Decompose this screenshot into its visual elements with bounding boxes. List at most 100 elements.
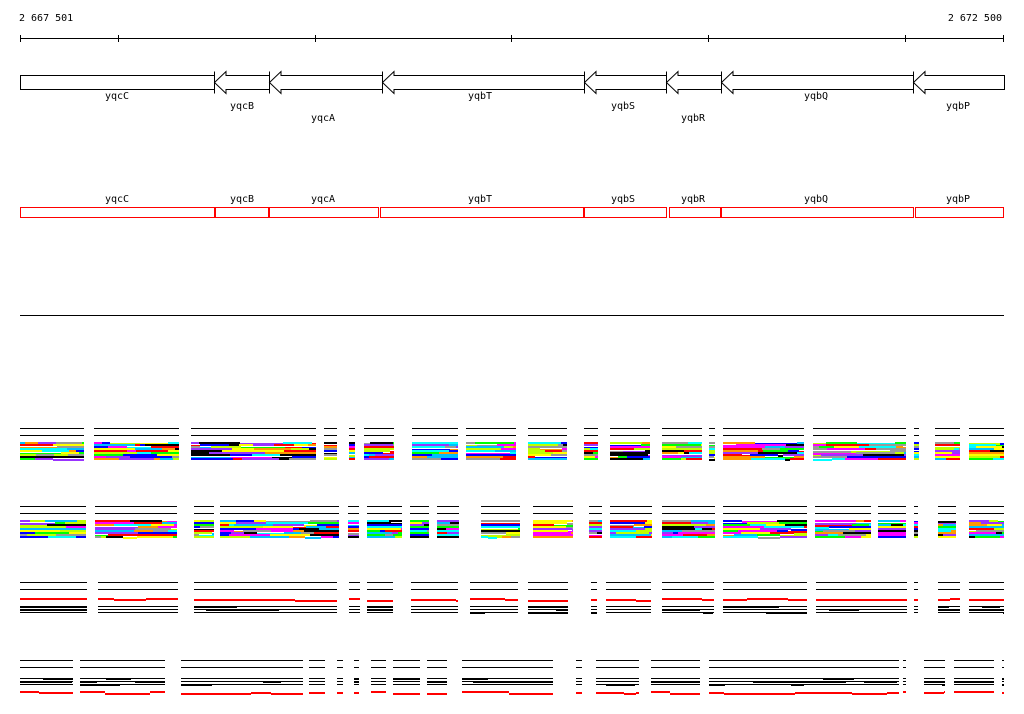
score-line-black — [662, 612, 703, 613]
annotation-label[interactable]: yqbT — [467, 194, 493, 205]
alignment-stripe — [389, 520, 402, 522]
alignment-stripe — [466, 442, 475, 444]
alignment-stripe — [589, 520, 598, 522]
score-line-black — [938, 609, 960, 611]
annotation-label[interactable]: yqcA — [310, 194, 336, 205]
score-line-black — [576, 678, 582, 679]
score-line-black — [393, 678, 420, 680]
alignment-stripe — [723, 536, 758, 538]
score-line-black — [176, 609, 178, 610]
score-line-black — [470, 609, 515, 610]
annotation-label[interactable]: yqbS — [610, 194, 636, 205]
alignment-stripe — [610, 458, 643, 460]
alignment-stripe — [561, 442, 567, 444]
alignment-stripe — [172, 456, 179, 458]
gene-label[interactable]: yqbT — [467, 91, 493, 102]
annotation-label[interactable]: yqbP — [945, 194, 971, 205]
alignment-stripe — [61, 452, 79, 454]
gene-label[interactable]: yqbQ — [803, 91, 829, 102]
alignment-stripe — [27, 534, 56, 536]
alignment-stripe — [584, 444, 598, 446]
alignment-stripe — [855, 530, 871, 532]
alignment-stripe — [723, 524, 750, 526]
alignment-stripe — [678, 532, 715, 534]
annotation-label[interactable]: yqbQ — [803, 194, 829, 205]
score-line-black — [737, 606, 779, 608]
alignment-stripe — [77, 520, 86, 522]
gene-label[interactable]: yqbP — [945, 101, 971, 112]
alignment-stripe — [412, 454, 432, 456]
alignment-stripe — [95, 530, 134, 532]
annotation-label[interactable]: yqbR — [680, 194, 706, 205]
gene-label[interactable]: yqcA — [310, 113, 336, 124]
alignment-stripe — [173, 458, 179, 460]
score-line-red — [788, 599, 807, 601]
alignment-stripe — [689, 452, 702, 454]
score-line-black — [48, 606, 87, 608]
alignment-stripe — [348, 526, 359, 528]
alignment-stripe — [938, 536, 956, 538]
alignment-stripe — [410, 522, 422, 524]
alignment-stripe — [175, 448, 179, 450]
alignment-stripe — [969, 456, 1000, 458]
alignment-stripe — [191, 454, 230, 456]
alignment-stripe — [935, 452, 952, 454]
alignment-stripe — [859, 446, 896, 448]
alignment-stripe — [895, 452, 904, 454]
alignment-stripe — [584, 448, 590, 450]
score-line-black — [309, 681, 325, 682]
alignment-stripe — [200, 444, 229, 446]
alignment-stripe — [510, 452, 516, 454]
score-line-black — [803, 606, 807, 607]
alignment-stripe — [610, 536, 636, 538]
score-line-black — [500, 684, 542, 685]
alignment-stripe — [233, 458, 242, 460]
alignment-stripe — [815, 534, 828, 536]
score-line-black — [591, 609, 597, 610]
gene-label[interactable]: yqcC — [104, 91, 130, 102]
alignment-stripe — [437, 530, 459, 532]
score-line-black — [924, 684, 942, 685]
alignment-stripe — [44, 526, 66, 528]
alignment-stripe — [662, 532, 673, 534]
alignment-stripe — [321, 536, 333, 538]
alignment-stripe — [20, 525, 47, 527]
score-line-black — [709, 678, 754, 679]
alignment-stripe — [678, 452, 684, 454]
alignment-stripe — [589, 524, 602, 526]
alignment-stripe — [969, 520, 989, 522]
alignment-stripe — [686, 458, 702, 460]
alignment-stripe — [53, 444, 84, 446]
alignment-stripe — [35, 532, 69, 534]
annotation-label[interactable]: yqcB — [229, 194, 255, 205]
score-line-red — [337, 692, 343, 694]
alignment-stripe — [528, 446, 567, 448]
alignment-stripe — [256, 528, 293, 530]
score-line-black — [32, 684, 71, 685]
alignment-stripe — [975, 534, 1004, 536]
alignment-stripe — [545, 450, 562, 452]
alignment-stripe — [584, 450, 598, 452]
alignment-stripe — [427, 442, 458, 444]
annotation-label[interactable]: yqcC — [104, 194, 130, 205]
alignment-stripe — [140, 444, 145, 446]
score-line-red — [543, 693, 553, 695]
alignment-stripe — [567, 523, 573, 525]
alignment-stripe — [610, 442, 642, 444]
score-line-black — [181, 678, 194, 679]
alignment-stripe — [694, 526, 715, 528]
alignment-stripe — [712, 528, 715, 530]
alignment-stripe — [45, 520, 77, 522]
score-line-black — [644, 606, 651, 607]
alignment-stripe — [389, 458, 394, 460]
gene-label[interactable]: yqbR — [680, 113, 706, 124]
alignment-stripe — [589, 526, 602, 528]
score-line-red — [354, 692, 359, 694]
alignment-stripe — [828, 534, 838, 536]
alignment-stripe — [709, 442, 715, 444]
gene-label[interactable]: yqbS — [610, 101, 636, 112]
gene-label[interactable]: yqcB — [229, 101, 255, 112]
score-line-red — [114, 599, 146, 601]
alignment-stripe — [36, 454, 54, 456]
alignment-stripe — [794, 533, 807, 535]
